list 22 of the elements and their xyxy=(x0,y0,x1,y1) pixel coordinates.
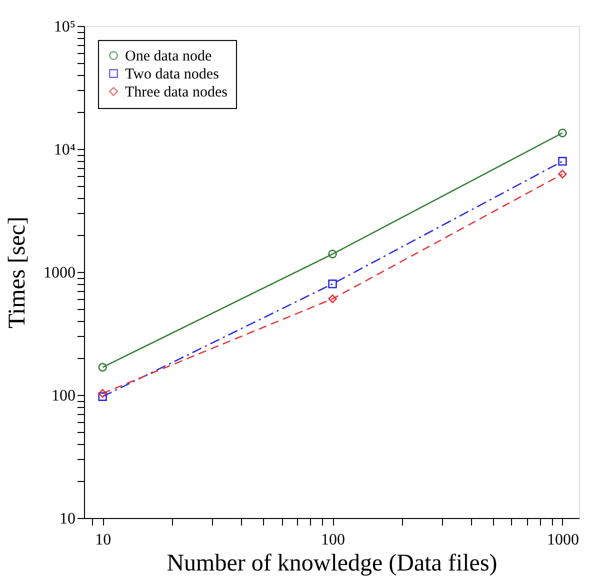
y-tick-label: 10⁵ xyxy=(54,18,76,36)
y-tick-label: 10 xyxy=(60,510,76,528)
x-tick-label: 100 xyxy=(321,532,346,548)
legend-label: One data node xyxy=(125,48,212,64)
point xyxy=(328,250,337,258)
y-tick-label: 10⁴ xyxy=(54,142,76,158)
point xyxy=(328,280,337,288)
point xyxy=(98,389,107,398)
point xyxy=(558,170,567,178)
y-tick-label: 100 xyxy=(52,388,76,404)
point xyxy=(98,362,107,372)
point xyxy=(98,392,107,401)
point xyxy=(328,294,337,304)
x-axis-title: Number of knowledge (Data files) xyxy=(166,550,498,576)
y-tick-label: 1000 xyxy=(44,264,76,282)
legend-label: Two data nodes xyxy=(125,66,220,82)
point xyxy=(558,156,567,166)
x-tick-label: 10 xyxy=(95,532,112,548)
legend-label: Three data nodes xyxy=(125,84,228,100)
point xyxy=(558,128,567,138)
y-axis-title: Times [sec] xyxy=(4,216,30,328)
x-tick-label: 1000 xyxy=(546,532,579,548)
